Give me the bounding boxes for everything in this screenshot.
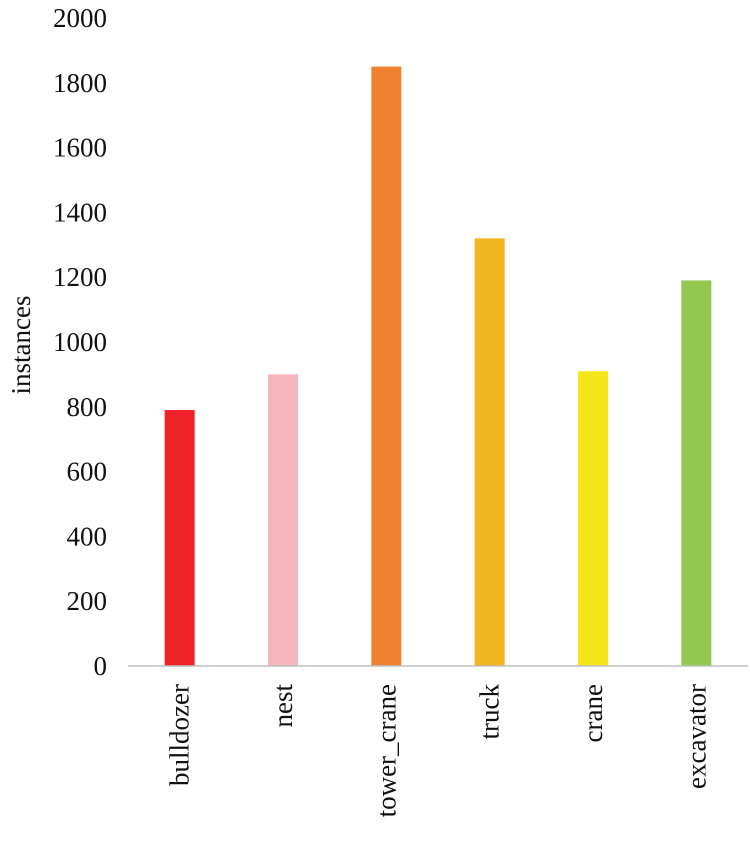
- x-tick-label: nest: [268, 684, 298, 728]
- y-tick-label: 600: [67, 457, 108, 487]
- y-tick-label: 2000: [53, 3, 107, 33]
- y-tick-label: 0: [94, 651, 108, 681]
- y-tick-label: 400: [67, 521, 108, 551]
- y-tick-label: 1600: [53, 133, 107, 163]
- x-tick-label: truck: [475, 684, 505, 740]
- bar-truck: [474, 238, 505, 666]
- bars: [164, 66, 712, 667]
- x-tick-label: excavator: [681, 684, 711, 789]
- y-tick-label: 1200: [53, 262, 107, 292]
- bar-crane: [578, 371, 608, 666]
- y-tick-label: 1800: [53, 68, 107, 98]
- y-tick-label: 800: [67, 392, 108, 422]
- x-tick-label: bulldozer: [165, 684, 195, 786]
- bar-bulldozer: [164, 410, 195, 666]
- bar-excavator: [681, 280, 712, 666]
- x-axis-labels: bulldozer nest tower_crane truck crane excava…: [165, 684, 712, 818]
- bar-tower-crane: [371, 66, 402, 667]
- bar-nest: [268, 374, 298, 666]
- x-tick-label: crane: [578, 684, 608, 742]
- y-axis-title: instances: [6, 296, 36, 395]
- x-tick-label: tower_crane: [371, 684, 401, 817]
- y-tick-label: 200: [67, 586, 108, 616]
- y-tick-label: 1400: [53, 197, 107, 227]
- y-tick-label: 1000: [53, 327, 107, 357]
- y-axis-ticks: 0 200 400 600 800 1000 1200 1400 1600 1800 2000: [53, 3, 107, 681]
